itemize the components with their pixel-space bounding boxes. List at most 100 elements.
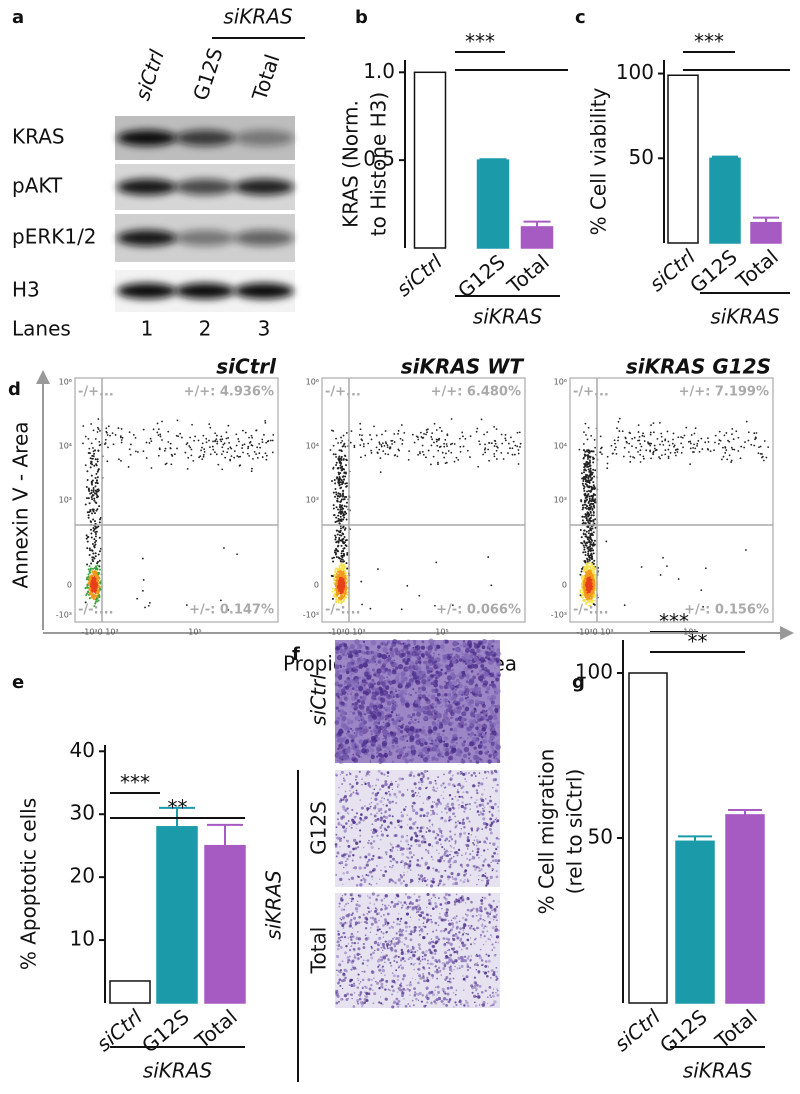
event-dot [648,443,651,445]
event-dot [342,525,345,528]
cell-speck [363,672,366,675]
event-dot [98,505,101,508]
cell-speck [449,705,453,710]
cell-speck [432,726,438,731]
y-axis-label: Annexin V - Area [9,421,33,588]
event-dot [339,511,342,514]
event-dot [339,583,342,586]
event-dot [613,439,616,442]
cell-speck [459,650,463,654]
event-dot [203,448,206,451]
event-dot [180,436,183,439]
cell-speck [473,746,477,750]
cell-speck [407,714,412,719]
blot-band [117,130,177,146]
y-axis-label: % Cell viability [587,87,611,235]
cell-speck [351,707,353,709]
cell-speck [375,755,379,758]
event-dot [333,479,336,482]
event-dot [92,489,95,492]
y-tick-label: 10⁴ [59,442,72,451]
event-dot [127,466,130,468]
event-dot [224,456,227,459]
cell-speck [372,742,375,745]
event-dot [88,554,91,557]
event-dot [433,604,436,607]
event-dot [345,545,348,548]
event-dot [331,575,334,578]
cell-speck [469,687,474,692]
cell-speck [360,650,364,654]
event-dot [589,467,592,470]
plot-frame [74,377,279,623]
group-label: siKRAS [473,305,543,329]
cell-speck [358,719,361,722]
event-dot [677,578,680,580]
event-dot [588,589,591,592]
cell-speck [428,668,431,671]
event-dot [339,515,342,518]
cell-speck [415,728,420,733]
panel-label: g [572,672,585,693]
event-dot [129,453,132,456]
cell-speck [335,706,339,710]
cell-speck [409,665,413,669]
event-dot [378,442,381,445]
event-dot [400,424,403,426]
cell-speck [450,712,455,716]
event-dot [664,453,667,456]
cell-speck [419,662,422,665]
cell-speck [464,687,470,694]
event-dot [95,594,98,597]
event-dot [447,450,450,452]
event-dot [592,494,595,497]
event-dot [721,446,724,449]
cell-speck [382,647,388,653]
cell-speck [433,673,437,677]
cell-speck [356,686,358,689]
event-dot [632,456,634,458]
cell-speck [479,673,485,678]
cell-speck [403,755,406,758]
cell-speck [415,738,419,742]
cell-speck [479,662,482,665]
event-dot [84,464,87,466]
event-dot [581,588,584,591]
event-dot [582,443,585,445]
event-dot [96,460,99,463]
event-dot [488,442,491,444]
event-dot [92,552,95,555]
bar [675,840,715,1004]
event-dot [340,458,343,461]
cell-speck [426,747,431,752]
event-dot [344,482,347,485]
cell-speck [418,751,424,757]
cell-speck [411,759,413,761]
event-dot [583,548,586,551]
event-dot [95,481,98,484]
event-dot [343,570,346,573]
event-dot [91,586,94,589]
cell-speck [358,739,364,744]
cell-speck [457,655,461,659]
event-dot [340,600,343,603]
event-dot [661,440,664,443]
y-tick-label: 0 [314,581,319,590]
cell-speck [380,702,382,704]
event-dot [589,511,592,514]
cell-speck [466,728,470,732]
cell-speck [349,674,352,678]
cell-speck [372,651,375,655]
cell-speck [408,665,412,669]
event-dot [337,544,340,547]
cell-speck [422,655,425,659]
event-dot [588,459,591,462]
event-dot [589,547,592,550]
event-dot [495,449,498,452]
event-dot [698,450,701,453]
event-dot [169,447,172,450]
event-dot [98,550,101,553]
event-dot [583,599,586,602]
event-dot [150,467,153,469]
event-dot [722,455,725,458]
